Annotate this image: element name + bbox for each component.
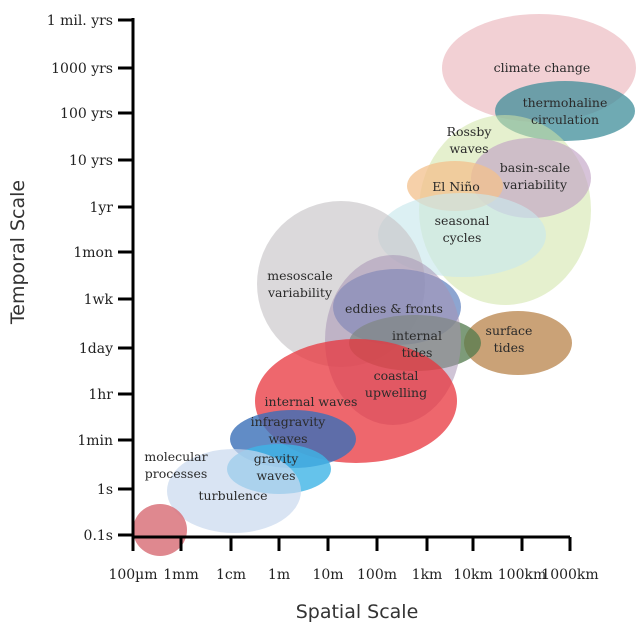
- x-axis-title: Spatial Scale: [296, 601, 419, 623]
- turbulence-label: turbulence: [199, 488, 268, 503]
- y-tick-label: 1 mil. yrs: [47, 13, 113, 29]
- infragravity-waves-label: infragravity waves: [251, 414, 327, 446]
- y-tick-label: 1day: [79, 341, 113, 357]
- surface-tides-label: surface tides: [486, 323, 533, 355]
- axes: [131, 18, 570, 539]
- coastal-upwelling-label: coastal upwelling: [365, 368, 427, 400]
- x-tick-label: 100m: [357, 567, 397, 583]
- basin-scale-variability-label: basin-scale variability: [500, 160, 570, 192]
- y-tick-label: 1yr: [89, 200, 113, 216]
- x-tick-label: 1000km: [541, 567, 598, 583]
- mesoscale-variability-label: mesoscale variability: [267, 268, 333, 300]
- x-tick-label: 1mm: [163, 567, 198, 583]
- x-tick-label: 100µm: [108, 567, 157, 583]
- x-tick-label: 10m: [312, 567, 343, 583]
- climate-change-label: climate change: [494, 60, 591, 75]
- y-tick-label: 1mon: [73, 245, 113, 261]
- eddies-fronts-label: eddies & fronts: [345, 301, 443, 316]
- x-tick-label: 10km: [453, 567, 493, 583]
- surface-tides-bubble: [464, 311, 572, 375]
- process-bubbles: [133, 14, 636, 556]
- y-tick-label: 0.1s: [84, 528, 113, 544]
- y-tick-label: 1s: [97, 482, 113, 498]
- y-tick-label: 1min: [77, 433, 113, 449]
- x-tick-label: 1cm: [216, 567, 246, 583]
- seasonal-cycles-label: seasonal cycles: [435, 213, 490, 245]
- internal-waves-label: internal waves: [265, 394, 358, 409]
- el-nino-label: El Niño: [432, 179, 480, 194]
- y-ticks: 0.1s 1s 1min 1hr 1day 1wk 1mon 1yr 10 yrs 100 yrs…: [47, 13, 133, 544]
- x-tick-label: 1km: [412, 567, 443, 583]
- y-tick-label: 10 yrs: [69, 153, 113, 169]
- gravity-waves-label: gravity waves: [254, 451, 300, 483]
- y-tick-label: 100 yrs: [60, 106, 113, 122]
- thermohaline-circulation-label: thermohaline circulation: [523, 95, 608, 127]
- process-labels: climate change thermohaline circulation Ros…: [144, 60, 607, 503]
- y-axis-title: Temporal Scale: [7, 180, 29, 325]
- molecular-processes-label: molecular processes: [144, 449, 207, 481]
- x-tick-label: 1m: [268, 567, 290, 583]
- y-tick-label: 1000 yrs: [51, 61, 113, 77]
- molecular-processes-bubble: [133, 504, 187, 556]
- internal-tides-label: internal tides: [392, 328, 442, 360]
- y-tick-label: 1hr: [88, 387, 113, 403]
- rossby-waves-label: Rossby waves: [447, 124, 493, 156]
- x-tick-label: 100km: [498, 567, 546, 583]
- turbulence-bubble: [167, 449, 301, 533]
- y-tick-label: 1wk: [84, 292, 114, 308]
